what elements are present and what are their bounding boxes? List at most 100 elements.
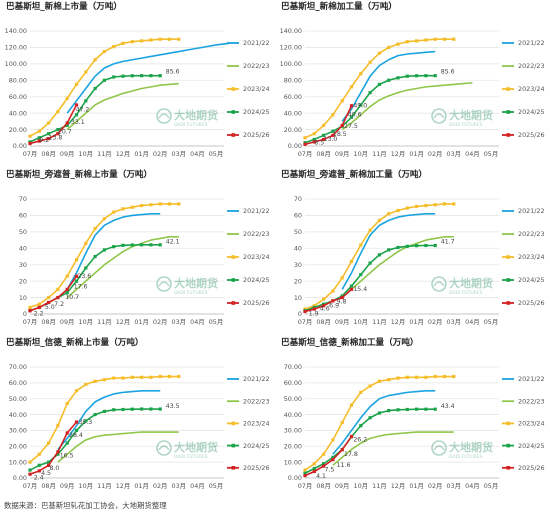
data-point bbox=[396, 208, 400, 213]
y-tick-label: 100.00 bbox=[5, 60, 27, 68]
data-point bbox=[368, 91, 372, 95]
legend-label: 2021/22 bbox=[243, 39, 270, 47]
x-tick-label: 01月 bbox=[134, 482, 149, 490]
x-tick-label: 08月 bbox=[316, 318, 331, 326]
legend-marker bbox=[231, 278, 236, 282]
data-point bbox=[149, 203, 153, 207]
legend-label: 2025/26 bbox=[243, 299, 270, 307]
data-label: 40.6 bbox=[348, 111, 362, 118]
chart-title: 巴基斯坦_旁遮普_新棉上市量（万吨） bbox=[6, 170, 153, 180]
data-point bbox=[140, 74, 144, 78]
data-label: 13.8 bbox=[49, 134, 63, 141]
data-point bbox=[424, 375, 428, 379]
legend-marker bbox=[231, 255, 236, 259]
data-point bbox=[303, 474, 307, 478]
series-line-2021/22 bbox=[332, 389, 436, 455]
legend-label: 2023/24 bbox=[243, 420, 270, 428]
data-point bbox=[56, 424, 60, 428]
data-point bbox=[121, 207, 125, 211]
chart-svg: 0.00 10.00 20.00 30.00 40.00 50.00 60.00 70.00 0… bbox=[9, 363, 270, 490]
data-point bbox=[149, 243, 153, 247]
series-line-2024/25 bbox=[29, 244, 161, 312]
data-point bbox=[405, 206, 409, 210]
data-point bbox=[130, 243, 134, 247]
chart-svg: 0 10 20 30 40 50 60 70 07月 08月 09月 10月 11月 12月 01月 02月 0… bbox=[294, 195, 545, 326]
data-point bbox=[349, 85, 354, 89]
data-point bbox=[340, 295, 344, 300]
data-label: 11.6 bbox=[337, 462, 351, 469]
data-point bbox=[349, 403, 354, 407]
data-label: 28.4 bbox=[69, 432, 83, 439]
data-point bbox=[177, 202, 181, 206]
x-tick-label: 05月 bbox=[484, 150, 499, 158]
data-point bbox=[377, 379, 381, 383]
data-point bbox=[349, 434, 354, 439]
x-tick-label: 04月 bbox=[190, 318, 205, 326]
data-point bbox=[121, 41, 125, 45]
y-tick-label: 30 bbox=[294, 261, 302, 269]
watermark-logo-icon bbox=[433, 281, 445, 287]
data-point bbox=[47, 300, 51, 305]
series-line-2022/23 bbox=[341, 81, 473, 131]
data-point bbox=[84, 266, 88, 270]
data-point bbox=[140, 203, 144, 208]
data-point bbox=[368, 416, 372, 420]
data-point bbox=[331, 129, 335, 133]
data-point bbox=[312, 137, 316, 142]
data-point bbox=[405, 375, 409, 379]
x-tick-label: 11月 bbox=[97, 150, 112, 158]
legend-label: 2024/25 bbox=[518, 276, 545, 284]
data-label: 16.5 bbox=[60, 452, 74, 459]
chart-svg: 0.00 20.00 40.00 60.00 80.00 100.00 120.00 140.… bbox=[5, 27, 270, 158]
data-point bbox=[47, 460, 51, 464]
data-point bbox=[102, 409, 106, 413]
watermark-brand: 大地期货 bbox=[449, 440, 493, 454]
data-point bbox=[349, 115, 354, 119]
y-tick-label: 30 bbox=[19, 261, 27, 269]
data-point bbox=[303, 141, 307, 145]
watermark-brand-en: DADI FUTURES bbox=[449, 290, 483, 296]
data-point bbox=[405, 74, 409, 78]
watermark-brand-en: DADI FUTURES bbox=[174, 290, 208, 296]
data-point bbox=[102, 217, 106, 221]
data-label: 5.0 bbox=[45, 304, 55, 311]
x-tick-label: 01月 bbox=[409, 150, 424, 158]
x-tick-label: 09月 bbox=[335, 482, 350, 490]
watermark-brand: 大地期货 bbox=[174, 276, 218, 290]
data-point bbox=[65, 441, 69, 445]
data-point bbox=[130, 407, 134, 411]
data-point bbox=[93, 58, 97, 62]
y-tick-label: 140.00 bbox=[5, 27, 27, 35]
x-tick-label: 08月 bbox=[41, 150, 56, 158]
x-tick-label: 07月 bbox=[298, 318, 313, 326]
data-point bbox=[359, 390, 363, 394]
x-tick-label: 02月 bbox=[428, 482, 443, 490]
y-tick-label: 40.00 bbox=[9, 411, 27, 419]
x-tick-label: 03月 bbox=[172, 482, 187, 490]
x-tick-label: 03月 bbox=[447, 150, 462, 158]
watermark-brand-en: DADI FUTURES bbox=[174, 454, 208, 460]
legend-label: 2024/25 bbox=[518, 442, 545, 450]
data-point bbox=[442, 37, 447, 41]
data-label: 6.9 bbox=[329, 302, 339, 309]
x-tick-label: 11月 bbox=[372, 482, 387, 490]
data-point bbox=[37, 452, 41, 456]
data-point bbox=[84, 70, 88, 74]
data-point bbox=[322, 302, 326, 306]
y-tick-label: 70.00 bbox=[284, 363, 302, 371]
legend-label: 2022/23 bbox=[518, 62, 545, 70]
data-point bbox=[331, 458, 335, 462]
legend-label: 2022/23 bbox=[243, 62, 270, 70]
y-tick-label: 40.00 bbox=[9, 109, 27, 117]
data-point bbox=[359, 72, 363, 76]
series-line-2022/23 bbox=[332, 431, 454, 466]
series-line-2021/22 bbox=[57, 389, 161, 450]
legend-label: 2021/22 bbox=[518, 39, 545, 47]
data-point bbox=[74, 389, 79, 393]
x-tick-label: 12月 bbox=[391, 318, 406, 326]
y-tick-label: 40.00 bbox=[284, 411, 302, 419]
data-point bbox=[312, 307, 316, 311]
data-point bbox=[56, 450, 60, 454]
data-point bbox=[433, 203, 437, 207]
